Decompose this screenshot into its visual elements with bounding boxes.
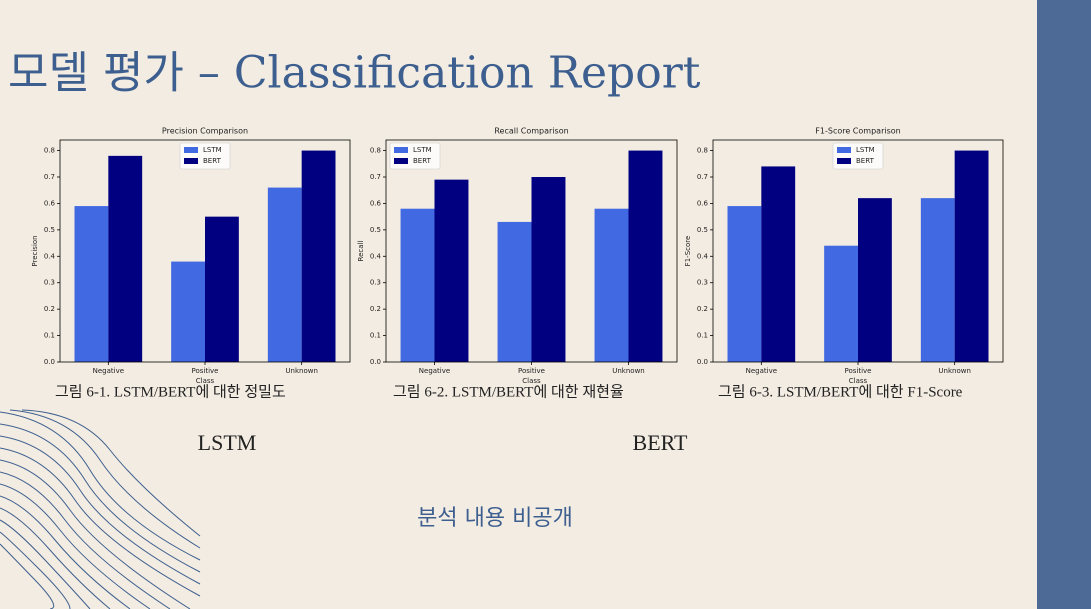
legend-label: BERT xyxy=(203,157,222,165)
y-tick-label: 0.4 xyxy=(370,252,382,260)
side-band xyxy=(1037,0,1091,609)
bar xyxy=(301,150,336,362)
x-tick-label: Negative xyxy=(419,367,450,375)
y-axis-label: F1-Score xyxy=(684,236,692,267)
y-tick-label: 0.6 xyxy=(44,199,56,207)
y-tick-label: 0.0 xyxy=(697,358,708,366)
legend-swatch xyxy=(184,147,198,153)
y-tick-label: 0.2 xyxy=(697,305,708,313)
slide-title: 모델 평가 – Classification Report xyxy=(8,48,701,99)
legend-swatch xyxy=(394,158,408,164)
bar xyxy=(594,208,629,362)
x-tick-label: Negative xyxy=(746,367,777,375)
y-tick-label: 0.0 xyxy=(370,358,381,366)
bar xyxy=(761,166,796,362)
y-tick-label: 0.7 xyxy=(370,173,381,181)
y-tick-label: 0.3 xyxy=(44,279,55,287)
x-axis-label: Class xyxy=(196,377,215,385)
plot-frame xyxy=(712,139,1004,363)
y-tick-label: 0.4 xyxy=(44,252,56,260)
legend-label: LSTM xyxy=(413,146,432,154)
chart-title: Precision Comparison xyxy=(162,127,248,136)
legend-swatch xyxy=(394,147,408,153)
legend-swatch xyxy=(184,158,198,164)
y-axis-label: Precision xyxy=(31,235,39,266)
y-axis-label: Recall xyxy=(357,241,365,262)
y-tick-label: 0.2 xyxy=(44,305,55,313)
x-axis-label: Class xyxy=(522,377,541,385)
chart-title: F1-Score Comparison xyxy=(815,127,900,136)
y-tick-label: 0.7 xyxy=(697,173,708,181)
plot-frame xyxy=(59,139,351,363)
bar xyxy=(858,198,892,362)
legend-label: BERT xyxy=(856,157,875,165)
bar xyxy=(434,179,469,362)
x-axis-label: Class xyxy=(849,377,868,385)
y-tick-label: 0.1 xyxy=(697,332,708,340)
bar xyxy=(497,221,532,362)
bar xyxy=(108,155,143,362)
x-tick-label: Negative xyxy=(93,367,124,375)
y-tick-label: 0.5 xyxy=(370,226,381,234)
x-tick-label: Unknown xyxy=(612,367,645,375)
bar xyxy=(74,206,109,362)
bar xyxy=(920,198,955,362)
x-tick-label: Unknown xyxy=(285,367,318,375)
x-tick-label: Positive xyxy=(845,367,872,375)
caption: 그림 6-1. LSTM/BERT에 대한 정밀도 xyxy=(55,383,286,400)
bar xyxy=(954,150,989,362)
legend-swatch xyxy=(837,158,851,164)
x-tick-label: Unknown xyxy=(938,367,971,375)
y-tick-label: 0.6 xyxy=(370,199,382,207)
y-tick-label: 0.5 xyxy=(697,226,708,234)
y-tick-label: 0.1 xyxy=(370,332,381,340)
bar xyxy=(727,206,762,362)
bar xyxy=(400,208,435,362)
y-tick-label: 0.3 xyxy=(697,279,708,287)
x-tick-label: Positive xyxy=(192,367,219,375)
legend-swatch xyxy=(837,147,851,153)
legend-label: LSTM xyxy=(203,146,222,154)
chart-title: Recall Comparison xyxy=(494,127,568,136)
x-tick-label: Positive xyxy=(518,367,545,375)
y-tick-label: 0.2 xyxy=(370,305,381,313)
y-tick-label: 0.3 xyxy=(370,279,381,287)
bar xyxy=(205,216,239,362)
caption: 그림 6-3. LSTM/BERT에 대한 F1-Score xyxy=(718,383,963,400)
bar xyxy=(824,245,858,362)
y-tick-label: 0.8 xyxy=(697,147,708,155)
note: 분석 내용 비공개 xyxy=(417,506,573,531)
y-tick-label: 0.0 xyxy=(44,358,55,366)
y-tick-label: 0.6 xyxy=(697,199,709,207)
bar xyxy=(267,187,302,362)
legend-label: BERT xyxy=(413,157,432,165)
y-tick-label: 0.1 xyxy=(44,332,55,340)
wave-decoration xyxy=(0,409,201,609)
plot-frame xyxy=(385,139,678,363)
bar xyxy=(531,177,566,362)
model-label: BERT xyxy=(633,430,688,455)
y-tick-label: 0.4 xyxy=(697,252,709,260)
y-tick-label: 0.5 xyxy=(44,226,55,234)
bar xyxy=(628,150,663,362)
model-label: LSTM xyxy=(198,430,257,455)
y-tick-label: 0.8 xyxy=(44,147,55,155)
y-tick-label: 0.7 xyxy=(44,173,55,181)
bar xyxy=(171,261,205,362)
caption: 그림 6-2. LSTM/BERT에 대한 재현율 xyxy=(393,383,624,400)
y-tick-label: 0.8 xyxy=(370,147,381,155)
legend-label: LSTM xyxy=(856,146,875,154)
